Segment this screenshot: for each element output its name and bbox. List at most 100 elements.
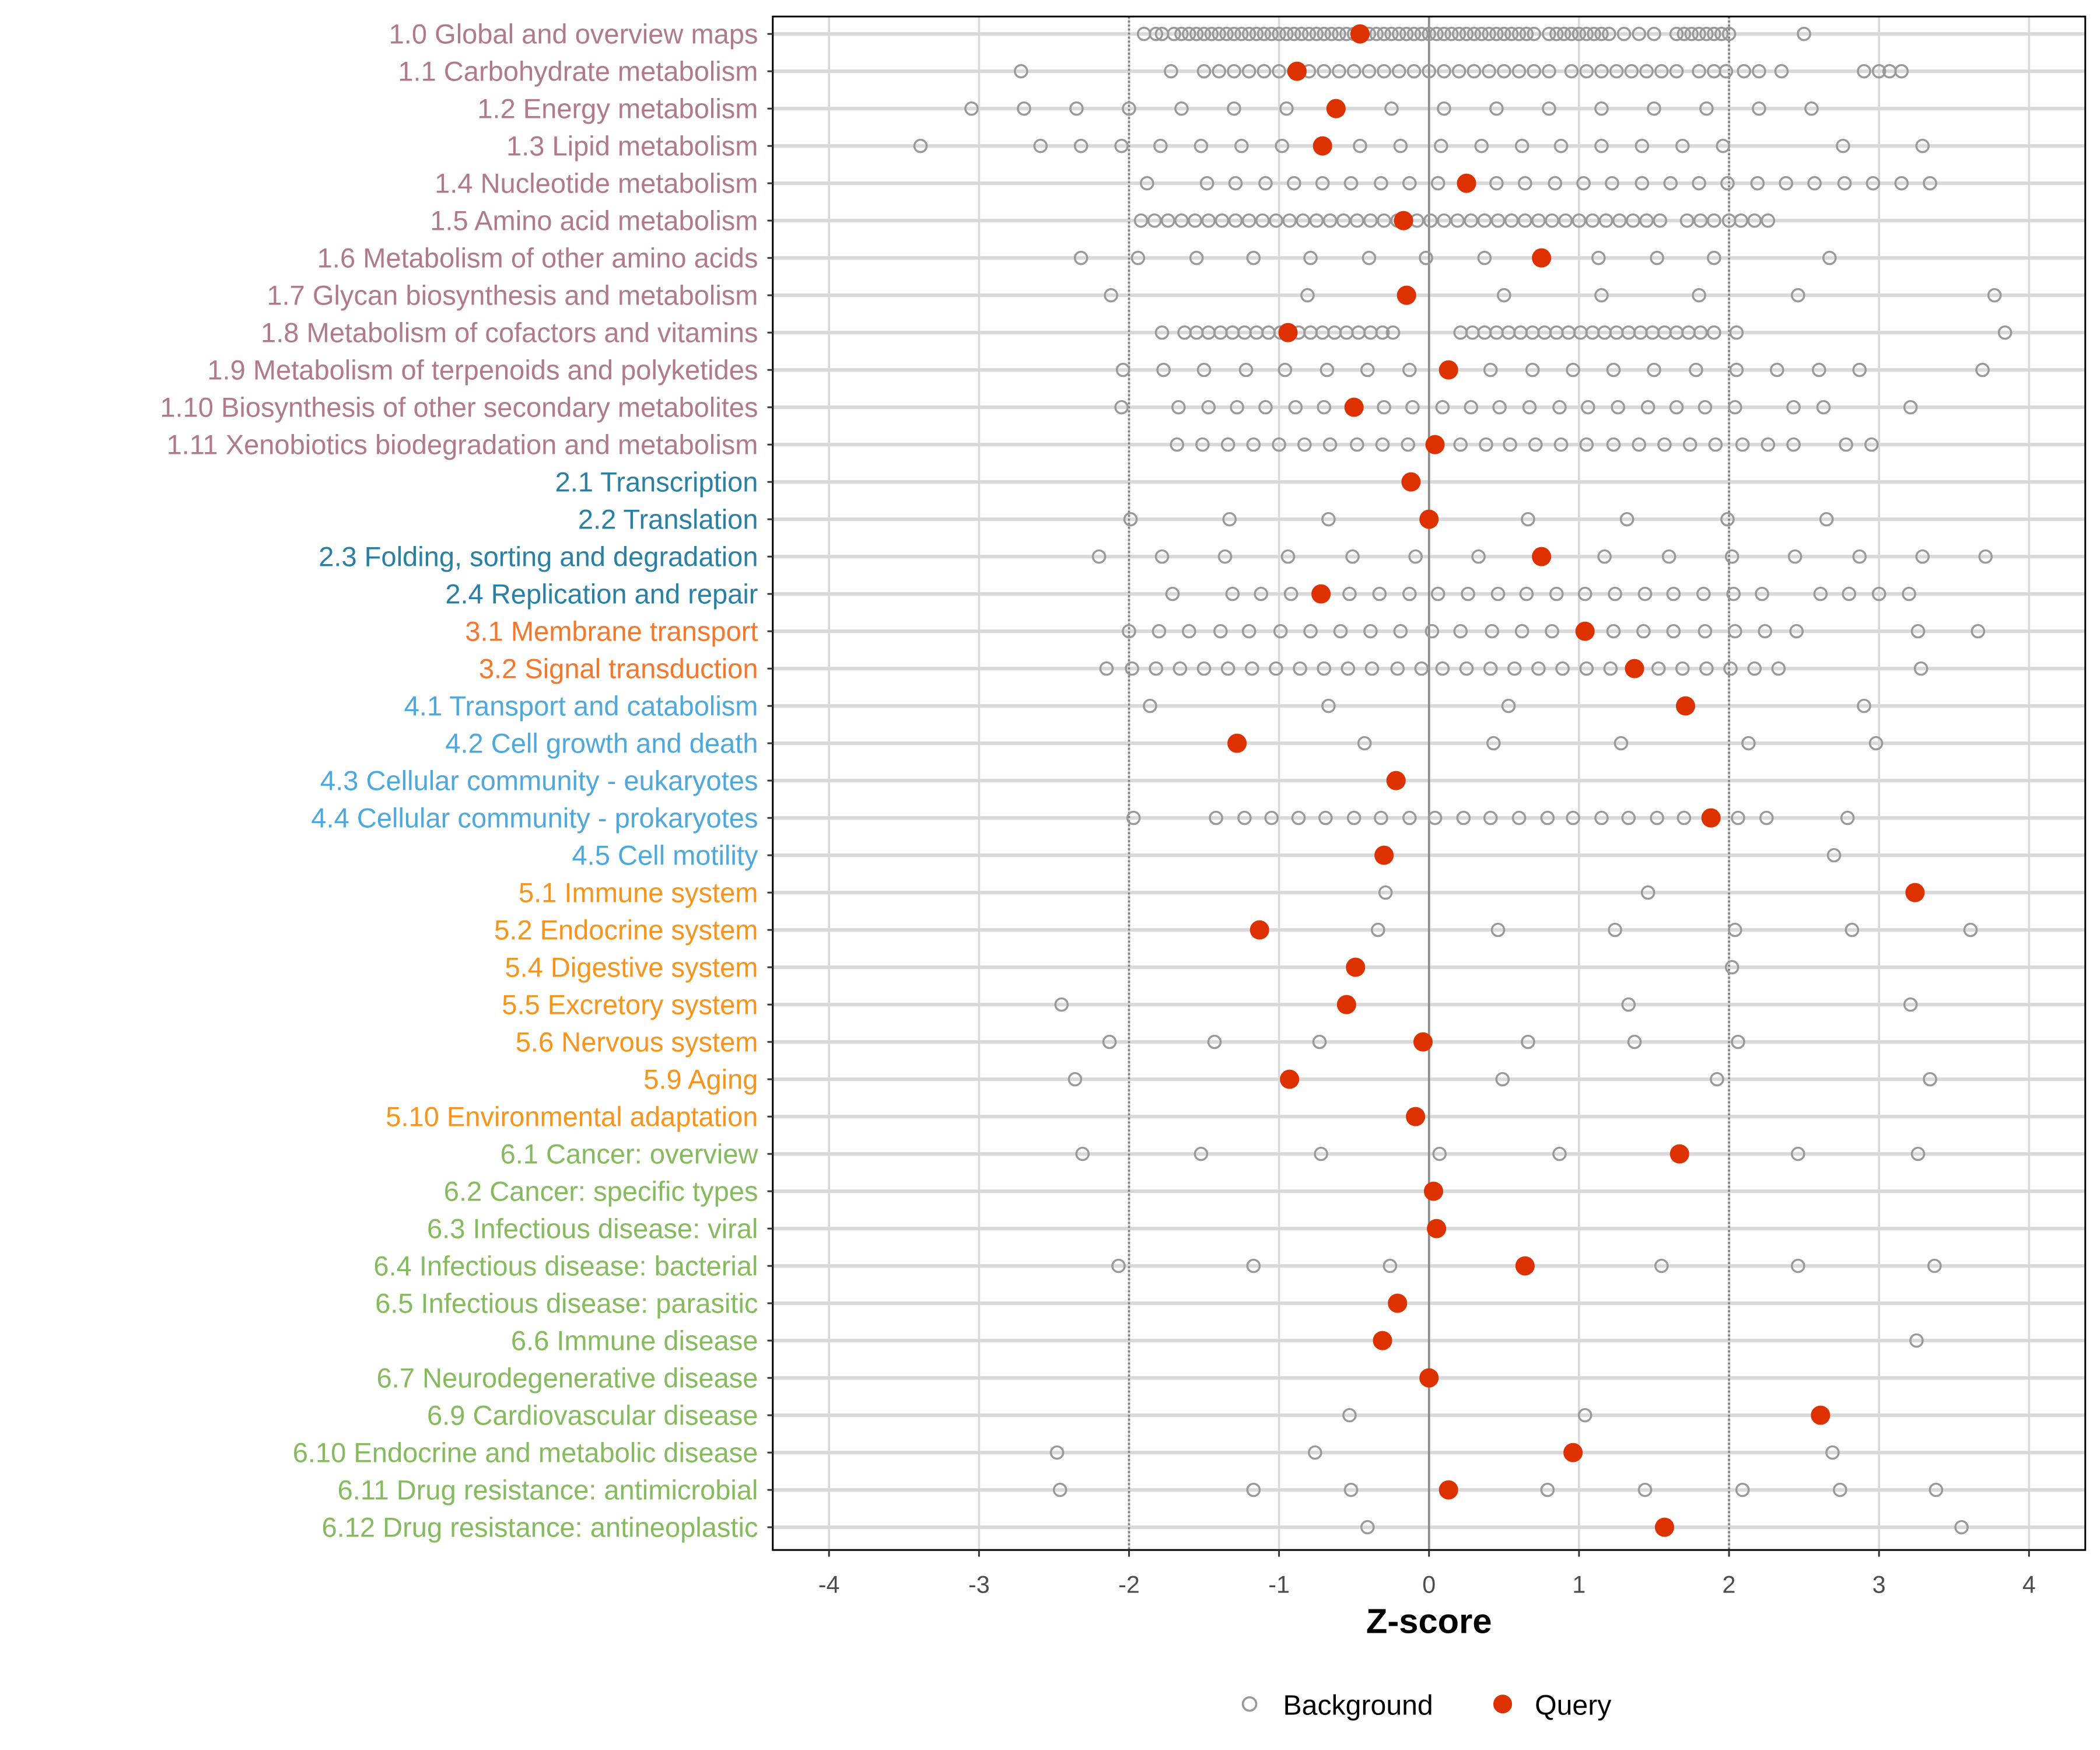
background-point [1923,1072,1937,1087]
background-point [1333,624,1348,639]
background-point [1479,437,1493,452]
background-point [1909,1333,1924,1348]
background-point [1492,400,1507,415]
background-point [1489,26,1504,41]
background-point [1279,101,1294,116]
background-point [1171,400,1186,415]
background-point [1392,26,1406,41]
query-point [1401,472,1421,492]
background-point [1540,1482,1555,1497]
background-point [1332,26,1346,41]
background-point [1228,176,1243,191]
query-point [1346,957,1366,977]
background-point [1548,176,1563,191]
background-point [1156,362,1171,377]
query-point [1438,1480,1458,1500]
query-point [1350,24,1370,44]
row-label: 1.7 Glycan biosynthesis and metabolism [267,280,758,311]
background-point [1342,586,1357,601]
background-point [1741,736,1756,751]
query-point [1413,1032,1433,1052]
background-point [1336,213,1351,228]
background-point [1357,736,1372,751]
background-point [1527,64,1542,79]
background-point [1091,549,1107,564]
background-point [1833,1482,1847,1497]
background-point [1406,26,1422,41]
background-point [1437,213,1451,228]
background-point [1634,176,1650,191]
background-point [1165,586,1180,601]
row-label: 5.9 Aging [643,1064,758,1095]
background-point [1362,64,1377,79]
background-point [1374,810,1388,825]
background-point [1490,213,1506,228]
background-point [1654,64,1669,79]
background-point [1647,26,1661,41]
background-point [1435,661,1450,676]
background-point [1707,250,1721,265]
background-point [1317,64,1332,79]
background-point [1272,26,1286,41]
background-point [1759,810,1774,825]
background-point [1594,810,1609,825]
x-axis-ticks: -4 -3 -2 -1 0 1 2 3 4 [818,1550,2036,1598]
background-point [1033,138,1048,153]
background-point [1322,213,1338,228]
background-point [1640,400,1656,415]
query-point [1388,1293,1408,1313]
background-point [1676,26,1692,41]
background-point [1556,26,1572,41]
x-tick-label: 4 [2022,1572,2036,1598]
background-point [1275,138,1290,153]
background-point [1377,400,1391,415]
background-point [1429,26,1444,41]
background-point [1017,101,1031,116]
query-point [1374,845,1394,865]
background-point [1791,1146,1805,1161]
background-point [1123,512,1138,527]
query-point [1675,696,1695,716]
background-point [1619,512,1634,527]
query-point [1563,1443,1583,1462]
background-point [1374,176,1388,191]
background-point [1343,176,1359,191]
row-label: 4.4 Cellular community - prokaryotes [311,803,758,834]
background-point [1675,661,1690,676]
background-point [1693,325,1708,340]
reference-lines [1128,16,1730,1550]
legend-query-marker [1493,1695,1513,1714]
background-point [1497,64,1511,79]
background-point [1636,624,1651,639]
background-point [964,101,979,116]
background-point [1525,362,1540,377]
background-point [1196,362,1212,377]
background-point [1987,288,2002,303]
background-point [1154,549,1170,564]
x-axis-title: Z-score [1366,1601,1492,1640]
background-point [1579,437,1594,452]
background-point [1729,362,1744,377]
background-point [1204,26,1219,41]
x-tick-label: 0 [1422,1572,1436,1598]
row-label: 6.5 Infectious disease: parasitic [375,1288,758,1319]
background-point [1217,549,1233,564]
background-point [1437,26,1451,41]
background-point [1612,213,1627,228]
background-point [1241,213,1256,228]
background-point [1637,1482,1653,1497]
background-point [1774,64,1789,79]
background-point [1212,26,1227,41]
background-point [1199,176,1214,191]
query-point [1515,1256,1535,1276]
background-point [1424,624,1440,639]
background-point [1054,997,1069,1012]
background-point [1640,885,1656,900]
background-point [1430,586,1446,601]
background-point [1149,26,1164,41]
background-point [1682,437,1698,452]
background-point [1626,213,1640,228]
legend: Background Query [1241,1689,1611,1721]
background-point [1194,1146,1209,1161]
background-point [1693,213,1708,228]
